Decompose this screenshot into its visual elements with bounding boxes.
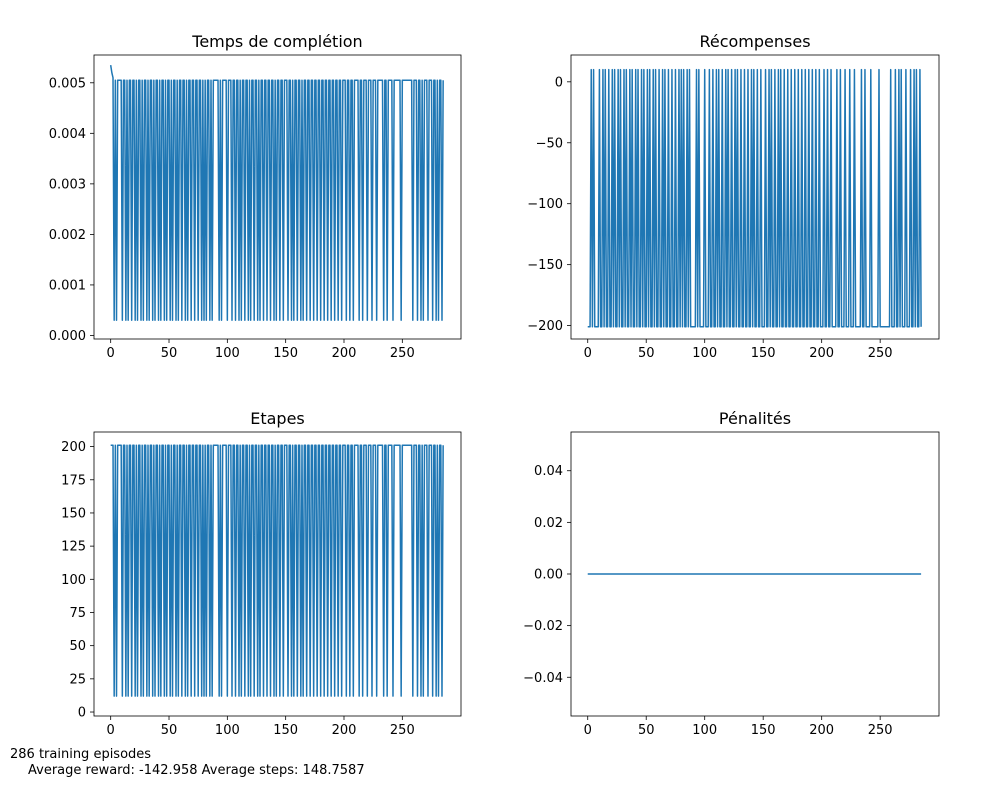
x-tick-label: 0: [584, 346, 592, 361]
y-tick-label: 200: [61, 440, 86, 455]
y-tick-label: 0.000: [49, 329, 86, 344]
episodes-count: 286 training episodes: [10, 747, 152, 762]
y-tick-label: 0.00: [534, 568, 563, 583]
y-tick-label: 175: [61, 473, 86, 488]
training-summary: 286 training episodes Average reward: -1…: [10, 747, 365, 779]
subplot-title: Etapes: [250, 409, 305, 428]
y-tick-label: −0.02: [523, 619, 563, 634]
averages-text: Average reward: -142.958 Average steps: …: [28, 763, 365, 778]
y-tick-label: −0.04: [523, 671, 563, 686]
axes-frame: [93, 54, 462, 340]
subplot-2: Récompenses 0 50 100 150 200 250 −200 −150 −100 −5…: [527, 32, 940, 361]
subplot-4: Pénalités 0 50 100 150 200 250 −0.04 −0.02 0.00 0.…: [523, 409, 940, 738]
y-tick-label: 0.005: [49, 76, 86, 91]
y-tick-label: 150: [61, 506, 86, 521]
x-tick-label: 150: [273, 723, 298, 738]
x-tick-label: 200: [809, 723, 834, 738]
y-tick-label: −200: [527, 319, 563, 334]
x-tick-label: 150: [273, 346, 298, 361]
y-tick-label: −100: [527, 197, 563, 212]
subplot-1: Temps de complétion 0 50 100 150 200 250 0.000 0…: [49, 32, 462, 361]
subplot-3: Etapes 0 50 100 150 200 250 0 25 50 75 100 125 150 175…: [61, 409, 462, 738]
y-tick-label: 100: [61, 573, 86, 588]
x-tick-label: 100: [215, 346, 240, 361]
y-tick-label: 0: [555, 75, 563, 90]
x-tick-label: 100: [692, 723, 717, 738]
x-tick-label: 50: [638, 346, 655, 361]
y-tick-label: −150: [527, 258, 563, 273]
axes-frame: [570, 54, 940, 340]
x-tick-label: 150: [751, 346, 776, 361]
y-tick-label: 125: [61, 540, 86, 555]
series-line: [109, 64, 444, 322]
x-tick-label: 0: [107, 346, 115, 361]
x-tick-label: 100: [692, 346, 717, 361]
y-tick-label: 75: [69, 606, 86, 621]
x-tick-label: 250: [868, 723, 893, 738]
x-tick-label: 200: [332, 723, 357, 738]
x-tick-label: 200: [332, 346, 357, 361]
axes-frame: [93, 431, 462, 717]
x-tick-label: 250: [390, 723, 415, 738]
x-tick-label: 150: [751, 723, 776, 738]
x-tick-label: 200: [809, 346, 834, 361]
x-tick-label: 100: [215, 723, 240, 738]
y-tick-label: 0: [78, 706, 86, 721]
y-tick-label: 0.04: [534, 464, 563, 479]
x-tick-label: 50: [161, 723, 178, 738]
y-tick-label: 50: [69, 639, 86, 654]
x-tick-label: 50: [638, 723, 655, 738]
series-line: [110, 444, 444, 697]
x-tick-label: 250: [390, 346, 415, 361]
y-tick-label: 0.003: [49, 177, 86, 192]
y-tick-label: 0.002: [49, 228, 86, 243]
subplot-title: Récompenses: [699, 32, 810, 51]
subplot-title: Temps de complétion: [191, 32, 362, 51]
x-tick-label: 0: [584, 723, 592, 738]
x-tick-label: 0: [107, 723, 115, 738]
y-tick-label: 0.001: [49, 278, 86, 293]
x-tick-label: 50: [161, 346, 178, 361]
y-tick-label: 0.004: [49, 127, 86, 142]
y-tick-label: 25: [69, 672, 86, 687]
series-line: [587, 68, 922, 328]
subplot-title: Pénalités: [719, 409, 791, 428]
y-tick-label: 0.02: [534, 516, 563, 531]
y-tick-label: −50: [536, 136, 563, 151]
x-tick-label: 250: [868, 346, 893, 361]
